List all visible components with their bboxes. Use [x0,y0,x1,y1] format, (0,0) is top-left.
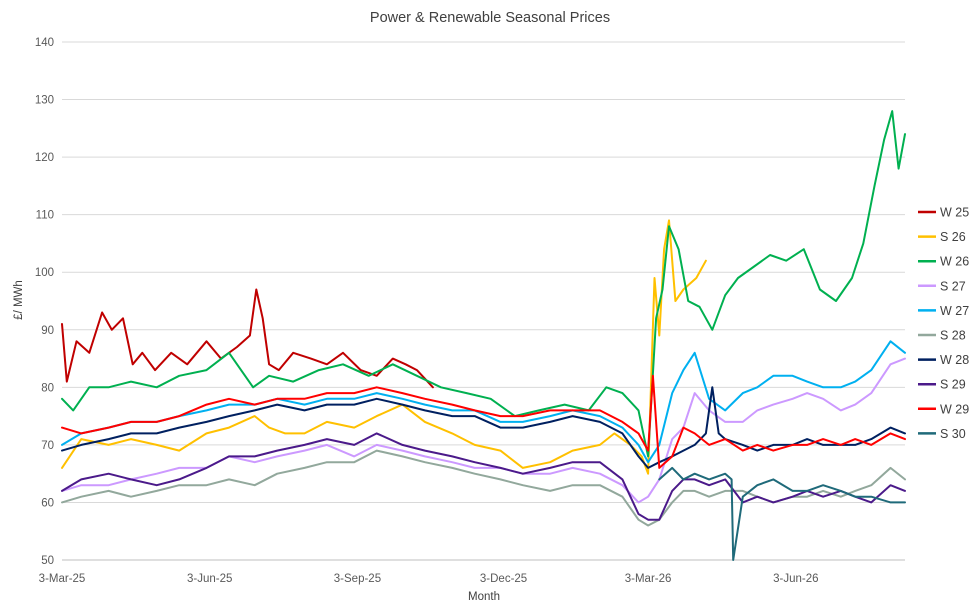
x-tick-label: 3-Sep-25 [334,573,381,585]
legend-item: W 25 [918,206,969,220]
legend-label: S 30 [940,427,966,441]
y-tick-label: 100 [35,267,54,279]
y-tick-label: 70 [41,440,54,452]
legend-item: S 28 [918,329,966,343]
legend-item: W 29 [918,402,969,416]
legend-label: W 28 [940,353,969,367]
x-axis-title: Month [468,591,500,603]
legend-item: W 27 [918,304,969,318]
series-line-s-29 [61,432,906,521]
legend-item: W 28 [918,353,969,367]
x-tick-label: 3-Mar-25 [39,573,86,585]
legend-label: S 28 [940,329,966,343]
series-line-w-25 [61,288,434,389]
y-tick-label: 120 [35,152,54,164]
series-line-s-28 [61,449,906,527]
series-line-w-29 [61,374,906,469]
legend-label: W 29 [940,402,969,416]
legend: W 25 S 26 W 26 S 27 W 27 S 28 W 28 S 29 W 29 S 30 [918,206,969,441]
legend-item: S 26 [918,230,966,244]
series-lines [61,110,906,561]
x-tick-label: 3-Mar-26 [625,573,672,585]
x-tick-label: 3-Jun-26 [773,573,818,585]
series-line-s-30 [658,466,906,561]
legend-item: S 30 [918,427,966,441]
legend-label: W 25 [940,206,969,220]
x-tick-label: 3-Jun-25 [187,573,232,585]
y-axis-title: £/ MWh [13,280,25,320]
legend-item: W 26 [918,255,969,269]
series-line-w-26 [61,110,906,458]
y-tick-label: 90 [41,325,54,337]
y-tick-label: 130 [35,95,54,107]
gridlines [62,41,905,561]
legend-label: W 27 [940,304,969,318]
x-axis-ticks: 3-Mar-25 3-Jun-25 3-Sep-25 3-Dec-25 3-Mar-26… [39,573,819,585]
legend-label: S 29 [940,378,966,392]
series-line-s-27 [61,357,906,504]
legend-label: S 26 [940,230,966,244]
y-tick-label: 50 [41,555,54,567]
y-tick-label: 110 [36,210,54,222]
legend-label: W 26 [940,255,969,269]
y-tick-label: 60 [41,497,54,509]
legend-item: S 27 [918,279,966,293]
series-line-s-26 [61,219,707,475]
chart-title: Power & Renewable Seasonal Prices [370,10,610,26]
y-tick-label: 80 [41,382,54,394]
series-line-w-28 [61,386,906,469]
legend-item: S 29 [918,378,966,392]
y-tick-label: 140 [35,37,54,49]
x-tick-label: 3-Dec-25 [480,573,527,585]
y-axis-ticks: 50 60 70 80 90 100 110 120 130 140 [35,37,54,567]
legend-label: S 27 [940,279,966,293]
